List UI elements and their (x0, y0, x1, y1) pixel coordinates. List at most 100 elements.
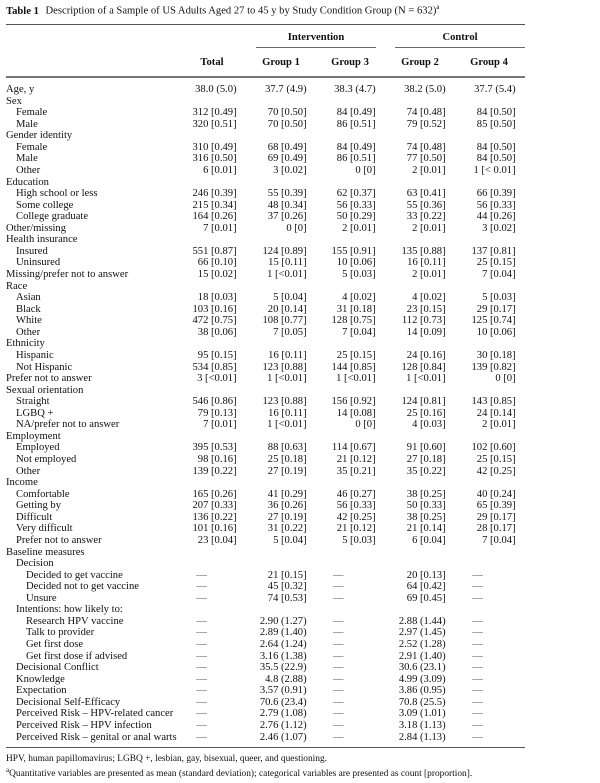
cell-group-1: 16 [0.11] (268, 349, 307, 361)
row-label: Other (16, 326, 41, 338)
cell-group-1: 27 [0.19] (267, 465, 307, 477)
table-row: Unsure — 74 [0.53] — 69 [0.45] — (6, 593, 520, 605)
cell-group-3 (311, 130, 380, 142)
cell-group-3: 25 [0.15] (336, 349, 376, 361)
cell-group-2: 38 [0.25] (406, 511, 446, 523)
cell-group-1: 123 [0.88] (262, 361, 307, 373)
cell-group-2 (380, 281, 450, 293)
cell-total: 316 [0.50] (192, 153, 237, 165)
table-row: Black 103 [0.16] 20 [0.14] 31 [0.18] 23 [0.1… (6, 304, 520, 316)
table-row: Sex (6, 96, 520, 108)
table-row: NA/prefer not to answer 7 [0.01] 1 [<0.01]… (6, 419, 520, 431)
cell-group-4: — (472, 685, 483, 697)
cell-group-1: 74 [0.53] (267, 592, 307, 604)
row-label: Decisional Self-Efficacy (16, 696, 121, 708)
cell-group-4: — (472, 719, 483, 731)
table-row: Employed 395 [0.53] 88 [0.63] 114 [0.67] 91 … (6, 442, 520, 454)
cell-group-1: 31 [0.22] (267, 523, 307, 535)
row-label: Black (16, 303, 41, 315)
cell-group-2: 79 [0.52] (406, 118, 446, 130)
cell-total: 3 [<0.01] (197, 373, 237, 385)
cell-group-4 (450, 558, 520, 570)
cell-group-3 (311, 338, 380, 350)
cell-group-1: 4.8 (2.88) (265, 673, 307, 685)
table-row: Ethnicity (6, 338, 520, 350)
cell-group-4: — (472, 592, 483, 604)
cell-group-4: — (472, 639, 483, 650)
row-label: Other (16, 465, 41, 477)
cell-group-2: 14 [0.09] (406, 326, 446, 338)
cell-total: 136 [0.22] (192, 511, 237, 523)
table-row: Knowledge — 4.8 (2.88) — 4.99 (3.09) — (6, 674, 520, 686)
cell-group-2: 2.91 (1.40) (398, 650, 446, 662)
cell-group-3: — (332, 673, 344, 685)
cell-group-2 (380, 130, 450, 142)
cell-group-4 (450, 234, 520, 246)
cell-group-1: 2.46 (1.07) (259, 731, 307, 743)
cell-group-4 (450, 385, 520, 397)
cell-group-4 (450, 338, 520, 350)
cell-group-2: 2 [0.01] (412, 164, 446, 176)
cell-group-1: 20 [0.14] (267, 303, 307, 315)
row-label: Decision (16, 558, 54, 570)
cell-group-3: 50 [0.29] (336, 211, 376, 223)
table-row: Other 139 [0.22] 27 [0.19] 35 [0.21] 35 [0.2… (6, 466, 520, 478)
cell-total: 139 [0.22] (192, 465, 237, 477)
cell-total: 101 [0.16] (192, 523, 237, 535)
cell-group-3 (311, 477, 380, 489)
cell-total: 320 [0.51] (192, 118, 237, 130)
cell-group-3: 21 [0.12] (336, 454, 376, 465)
header-group-4: Group 4 (470, 57, 508, 68)
cell-group-1: 1 [<0.01] (267, 269, 307, 280)
bottom-rule (6, 747, 525, 748)
cell-group-1: 15 [0.11] (268, 257, 307, 269)
header-group-2: Group 2 (401, 57, 439, 68)
cell-total: 79 [0.13] (197, 407, 237, 419)
cell-group-4: 3 [0.02] (482, 222, 516, 234)
cell-group-2 (380, 385, 450, 397)
cell-total: 246 [0.39] (192, 188, 237, 200)
cell-group-4: — (472, 731, 483, 743)
table-row: Straight 546 [0.86] 123 [0.88] 156 [0.92] 12… (6, 396, 520, 408)
cell-group-4 (450, 177, 520, 189)
table-row: Other 38 [0.06] 7 [0.05] 7 [0.04] 14 [0.09] 1… (6, 327, 520, 339)
header-intervention: Intervention (287, 32, 345, 43)
cell-group-3: 0 [0] (355, 164, 376, 176)
cell-group-2: 74 [0.48] (406, 107, 446, 119)
table-row: Not employed 98 [0.16] 25 [0.18] 21 [0.12] 2… (6, 454, 520, 466)
table-row: Other 6 [0.01] 3 [0.02] 0 [0] 2 [0.01] 1 [< 0… (6, 165, 520, 177)
cell-group-4: 137 [0.81] (471, 245, 516, 257)
row-label: Other/missing (6, 222, 67, 234)
cell-group-4: 85 [0.50] (476, 118, 516, 130)
cell-total: 395 [0.53] (192, 442, 237, 454)
cell-group-3 (311, 431, 380, 443)
cell-group-2: 16 [0.11] (407, 257, 446, 269)
row-label: Get first dose (26, 639, 84, 650)
cell-group-3: 84 [0.49] (336, 141, 376, 153)
cell-group-4: 10 [0.06] (476, 326, 516, 338)
row-label: Perceived Risk – genital or anal warts (16, 731, 177, 743)
table-row: Female 312 [0.49] 70 [0.50] 84 [0.49] 74 [0.… (6, 107, 520, 119)
cell-group-2: 38.2 (5.0) (404, 84, 446, 95)
cell-group-3 (311, 177, 380, 189)
cell-group-1: 37 [0.26] (267, 211, 307, 223)
cell-group-1: 2.76 (1.12) (259, 719, 307, 731)
cell-group-2: 55 [0.36] (406, 199, 446, 211)
table-row: Expectation — 3.57 (0.91) — 3.86 (0.95) — (6, 685, 520, 697)
cell-group-3: — (332, 731, 344, 743)
cell-group-1: 48 [0.34] (267, 199, 307, 211)
cell-group-2: 128 [0.84] (401, 361, 446, 373)
row-label: Race (6, 280, 28, 292)
cell-group-4: — (472, 569, 483, 581)
cell-total: 310 [0.49] (192, 141, 237, 153)
table-row: White 472 [0.75] 108 [0.77] 128 [0.75] 112 [… (6, 315, 520, 327)
cell-group-1: 1 [<0.01] (267, 419, 307, 431)
cell-group-1: 3 [0.02] (273, 164, 307, 176)
cell-group-2 (380, 431, 450, 443)
row-label: Get first dose if advised (26, 650, 128, 662)
row-label: Hispanic (16, 349, 54, 361)
cell-group-3 (311, 281, 380, 293)
cell-group-2: 91 [0.60] (406, 442, 446, 454)
table-row: Asian 18 [0.03] 5 [0.04] 4 [0.02] 4 [0.02] 5 … (6, 292, 520, 304)
cell-total: — (196, 639, 207, 650)
